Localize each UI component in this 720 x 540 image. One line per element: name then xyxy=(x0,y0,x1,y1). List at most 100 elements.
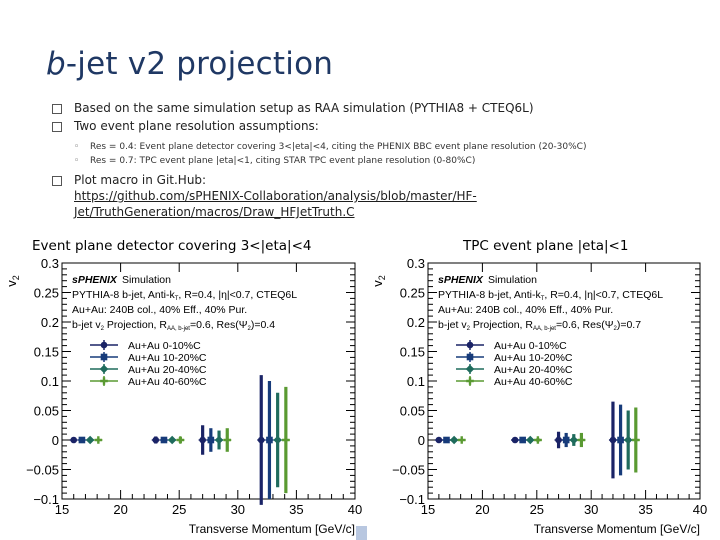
legend-line: PYTHIA-8 b-jet, Anti-kT, R=0.4, |η|<0.7,… xyxy=(438,289,663,302)
data-point xyxy=(577,436,586,444)
y-axis-title: v2 xyxy=(370,275,387,287)
right-v2-plot: −0.1 −0.05 0 0.05 0.1 0.15 0.2 0.25 0.3 15 20 25 30 3… xyxy=(370,256,707,536)
legend-text-part: b-jet v xyxy=(438,319,467,331)
legend-subscript: AA, b-jet xyxy=(167,326,190,332)
legend-text-part: PYTHIA-8 b-jet, Anti-k xyxy=(438,289,541,301)
data-point xyxy=(99,364,109,374)
legend-subscript: T xyxy=(175,296,179,302)
legend-text-part: Simulation xyxy=(488,274,537,286)
y-tick-label: 0.25 xyxy=(400,286,425,301)
data-point xyxy=(609,436,617,444)
x-tick-label: 15 xyxy=(55,502,69,517)
data-point xyxy=(94,436,103,444)
data-point xyxy=(266,436,273,444)
legend-brand: sPHENIX xyxy=(72,274,118,286)
right-panel-caption: TPC event plane |eta|<1 xyxy=(463,238,629,254)
checkbox-bullet-icon xyxy=(52,104,62,114)
bullet-text: Two event plane resolution assumptions: xyxy=(74,119,319,133)
y-tick-label: −0.05 xyxy=(26,463,59,478)
y-axis-title: v2 xyxy=(4,275,21,287)
data-point xyxy=(534,436,542,444)
y-tick-label: 0.3 xyxy=(407,256,425,271)
legend-entry: Au+Au 20-40%C xyxy=(494,364,573,376)
checkbox-bullet-icon xyxy=(52,176,62,186)
macro-link[interactable]: Jet/TruthGeneration/macros/Draw_HFJetTru… xyxy=(74,205,355,219)
left-v2-plot: −0.1 −0.05 0 0.05 0.1 0.15 0.2 0.25 0.3 15 20 25 30 3… xyxy=(4,256,362,536)
data-point xyxy=(623,435,633,445)
data-point xyxy=(78,436,86,444)
data-point xyxy=(85,435,95,445)
legend-text-part: )=0.4 xyxy=(251,319,275,331)
data-point xyxy=(100,377,108,385)
data-point xyxy=(443,436,450,444)
macro-label: Plot macro in Git.Hub: xyxy=(74,173,207,187)
y-tick-label: 0.1 xyxy=(407,374,425,389)
sub-bullet-item: ◦ Res = 0.4: Event plane detector coveri… xyxy=(52,140,692,154)
data-point xyxy=(207,436,215,444)
sub-bullet-item: ◦ Res = 0.7: TPC event plane |eta|<1, ci… xyxy=(52,154,692,168)
bullet-item: Two event plane resolution assumptions: xyxy=(52,118,692,134)
legend-subscript: 2 xyxy=(467,326,471,332)
checkbox-bullet-icon xyxy=(52,122,62,132)
y-tick-label: 0.15 xyxy=(400,345,425,360)
legend-entry: Au+Au 40-60%C xyxy=(494,376,573,388)
data-point xyxy=(525,435,535,445)
x-tick-label: 15 xyxy=(421,502,435,517)
data-point xyxy=(70,436,78,444)
y-tick-label: 0.2 xyxy=(407,315,425,330)
sub-bullet-text: Res = 0.4: Event plane detector covering… xyxy=(90,142,587,152)
y-tick-label: 0.1 xyxy=(41,374,59,389)
legend-line: sPHENIX Simulation xyxy=(72,274,171,286)
data-point xyxy=(176,436,185,444)
legend-line: Au+Au: 240B col., 40% Eff., 40% Pur. xyxy=(72,304,247,316)
y-tick-label: 0.05 xyxy=(34,404,59,419)
legend-text-part: , R=0.4, |η|<0.7, CTEQ6L xyxy=(544,289,663,301)
y-tick-label: −0.1 xyxy=(33,492,59,507)
y-tick-label: 0 xyxy=(418,433,425,448)
legend-subscript: T xyxy=(541,296,545,302)
legend-text-part: =0.6, Res(Ψ xyxy=(190,319,248,331)
bullet-text: Based on the same simulation setup as RA… xyxy=(74,101,534,115)
page-title: b-jet v2 projection xyxy=(46,46,333,82)
sub-bullet-icon: ◦ xyxy=(74,156,80,166)
y-tick-label: 0.25 xyxy=(34,286,59,301)
data-point xyxy=(457,436,466,444)
data-point xyxy=(167,435,177,445)
x-tick-label: 40 xyxy=(693,502,707,517)
data-point xyxy=(466,353,474,361)
legend-subscript: 2 xyxy=(248,326,252,332)
y-tick-label: 0.3 xyxy=(41,256,59,271)
x-tick-label: 30 xyxy=(584,502,598,517)
slide-corner-mark xyxy=(356,526,367,540)
data-point xyxy=(562,436,570,444)
data-point xyxy=(569,435,579,445)
legend-text-part: , R=0.4, |η|<0.7, CTEQ6L xyxy=(178,289,297,301)
legend-line: b-jet v2 Projection, RAA, b-jet=0.6, Res… xyxy=(438,319,641,332)
x-axis-title: Transverse Momentum [GeV/c] xyxy=(189,522,355,536)
y-tick-label: 0.05 xyxy=(400,404,425,419)
legend-entry: Au+Au 40-60%C xyxy=(128,376,207,388)
x-tick-label: 20 xyxy=(475,502,489,517)
left-panel-caption: Event plane detector covering 3<|eta|<4 xyxy=(32,238,312,254)
legend-line: Au+Au: 240B col., 40% Eff., 40% Pur. xyxy=(438,304,613,316)
y-tick-label: −0.1 xyxy=(399,492,425,507)
data-point xyxy=(152,436,160,444)
y-tick-label: −0.05 xyxy=(392,463,425,478)
legend-subscript: AA, b-jet xyxy=(533,326,556,332)
legend-brand: sPHENIX xyxy=(438,274,484,286)
data-point xyxy=(617,436,624,444)
x-tick-label: 30 xyxy=(231,502,245,517)
page-title-rest: -jet v2 projection xyxy=(65,46,334,82)
data-point xyxy=(100,353,108,361)
x-tick-label: 20 xyxy=(113,502,127,517)
bullet-list: Based on the same simulation setup as RA… xyxy=(52,100,692,222)
bullet-item: Plot macro in Git.Hub: https://github.co… xyxy=(52,172,692,220)
legend-entry: Au+Au 20-40%C xyxy=(128,364,207,376)
legend-text-part: )=0.7 xyxy=(617,319,641,331)
sub-bullet-text: Res = 0.7: TPC event plane |eta|<1, citi… xyxy=(90,156,476,166)
data-point xyxy=(282,436,290,444)
macro-link[interactable]: https://github.com/sPHENIX-Collaboration… xyxy=(74,189,477,203)
legend-subscript: 2 xyxy=(101,326,105,332)
data-point xyxy=(257,436,265,444)
data-point xyxy=(273,435,282,445)
